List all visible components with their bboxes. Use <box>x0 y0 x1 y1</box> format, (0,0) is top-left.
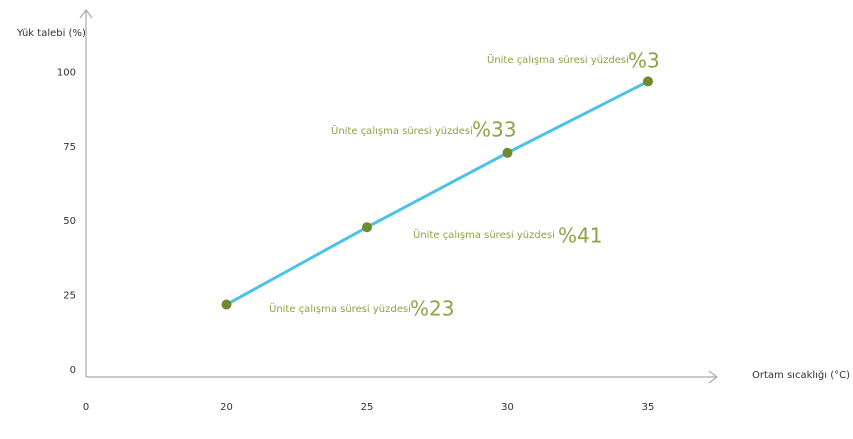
y-tick-label: 0 <box>70 365 76 376</box>
annotation-value: %23 <box>410 297 454 321</box>
annotation-value: %33 <box>472 118 516 142</box>
y-tick-label: 75 <box>63 142 76 153</box>
x-tick-label: 30 <box>501 402 514 413</box>
annotation-value: %3 <box>628 49 660 73</box>
x-axis-label: Ortam sıcaklığı (°C) <box>752 369 850 381</box>
data-point <box>221 299 232 310</box>
y-axis-label: Yük talebi (%) <box>16 28 86 39</box>
data-point <box>643 76 653 87</box>
y-tick-label: 25 <box>63 291 76 302</box>
data-line <box>225 80 649 306</box>
data-point <box>362 222 372 233</box>
y-tick-label: 100 <box>57 67 76 78</box>
annotation-text: Ünite çalışma süresi yüzdesi <box>331 124 473 137</box>
x-tick-label: 0 <box>83 402 89 413</box>
x-tick-label: 25 <box>361 402 374 413</box>
x-axis-arrow <box>708 370 718 384</box>
data-point <box>502 147 513 158</box>
annotation-value: %41 <box>558 224 602 248</box>
x-tick-label: 20 <box>220 402 233 413</box>
annotation-text: Ünite çalışma süresi yüzdesi <box>413 228 555 241</box>
annotation-text: Ünite çalışma süresi yüzdesi <box>487 53 629 66</box>
y-axis-arrow <box>79 9 93 19</box>
x-tick-label: 35 <box>642 402 655 413</box>
y-tick-label: 50 <box>63 216 76 227</box>
annotation-text: Ünite çalışma süresi yüzdesi <box>269 302 411 315</box>
